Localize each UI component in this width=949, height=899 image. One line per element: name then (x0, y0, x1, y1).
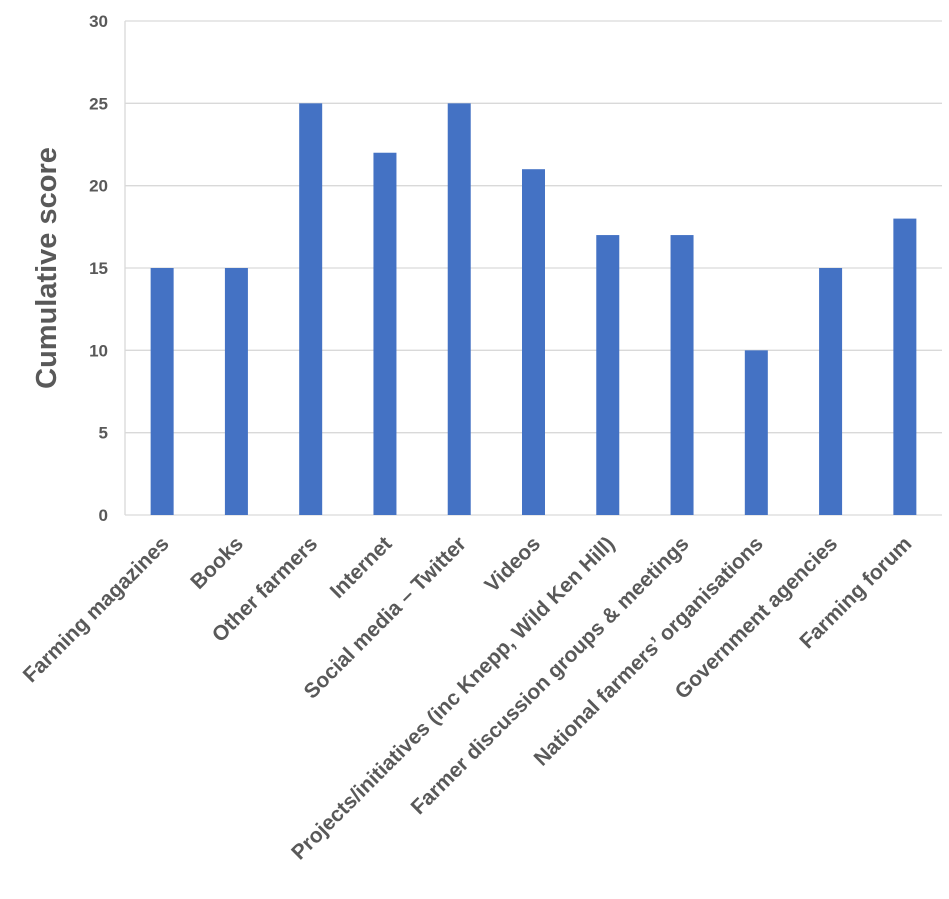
y-tick-label: 30 (89, 12, 108, 31)
bar (373, 152, 397, 515)
bars (150, 103, 917, 516)
y-tick-label: 5 (99, 424, 108, 443)
bar (150, 268, 174, 515)
y-tick-label: 10 (89, 341, 108, 360)
y-tick-label: 15 (89, 259, 108, 278)
y-tick-labels: 0 5 10 15 20 25 30 (89, 12, 108, 525)
category-label: Videos (480, 532, 545, 597)
bar (670, 235, 694, 516)
category-label: Farming magazines (19, 532, 174, 687)
y-tick-label: 25 (89, 94, 108, 113)
bar (224, 268, 248, 515)
bar (299, 103, 323, 515)
bar (819, 268, 843, 515)
y-tick-label: 0 (99, 506, 108, 525)
category-label: Farmer discussion groups & meetings (407, 532, 694, 819)
bar (596, 235, 620, 516)
bar (744, 350, 768, 515)
category-label: Internet (326, 532, 397, 603)
bar (522, 169, 545, 515)
y-axis-title: Cumulative score (31, 147, 63, 389)
bar (893, 218, 917, 515)
y-tick-label: 20 (89, 177, 108, 196)
category-label: Books (186, 532, 248, 594)
bar (447, 103, 471, 515)
